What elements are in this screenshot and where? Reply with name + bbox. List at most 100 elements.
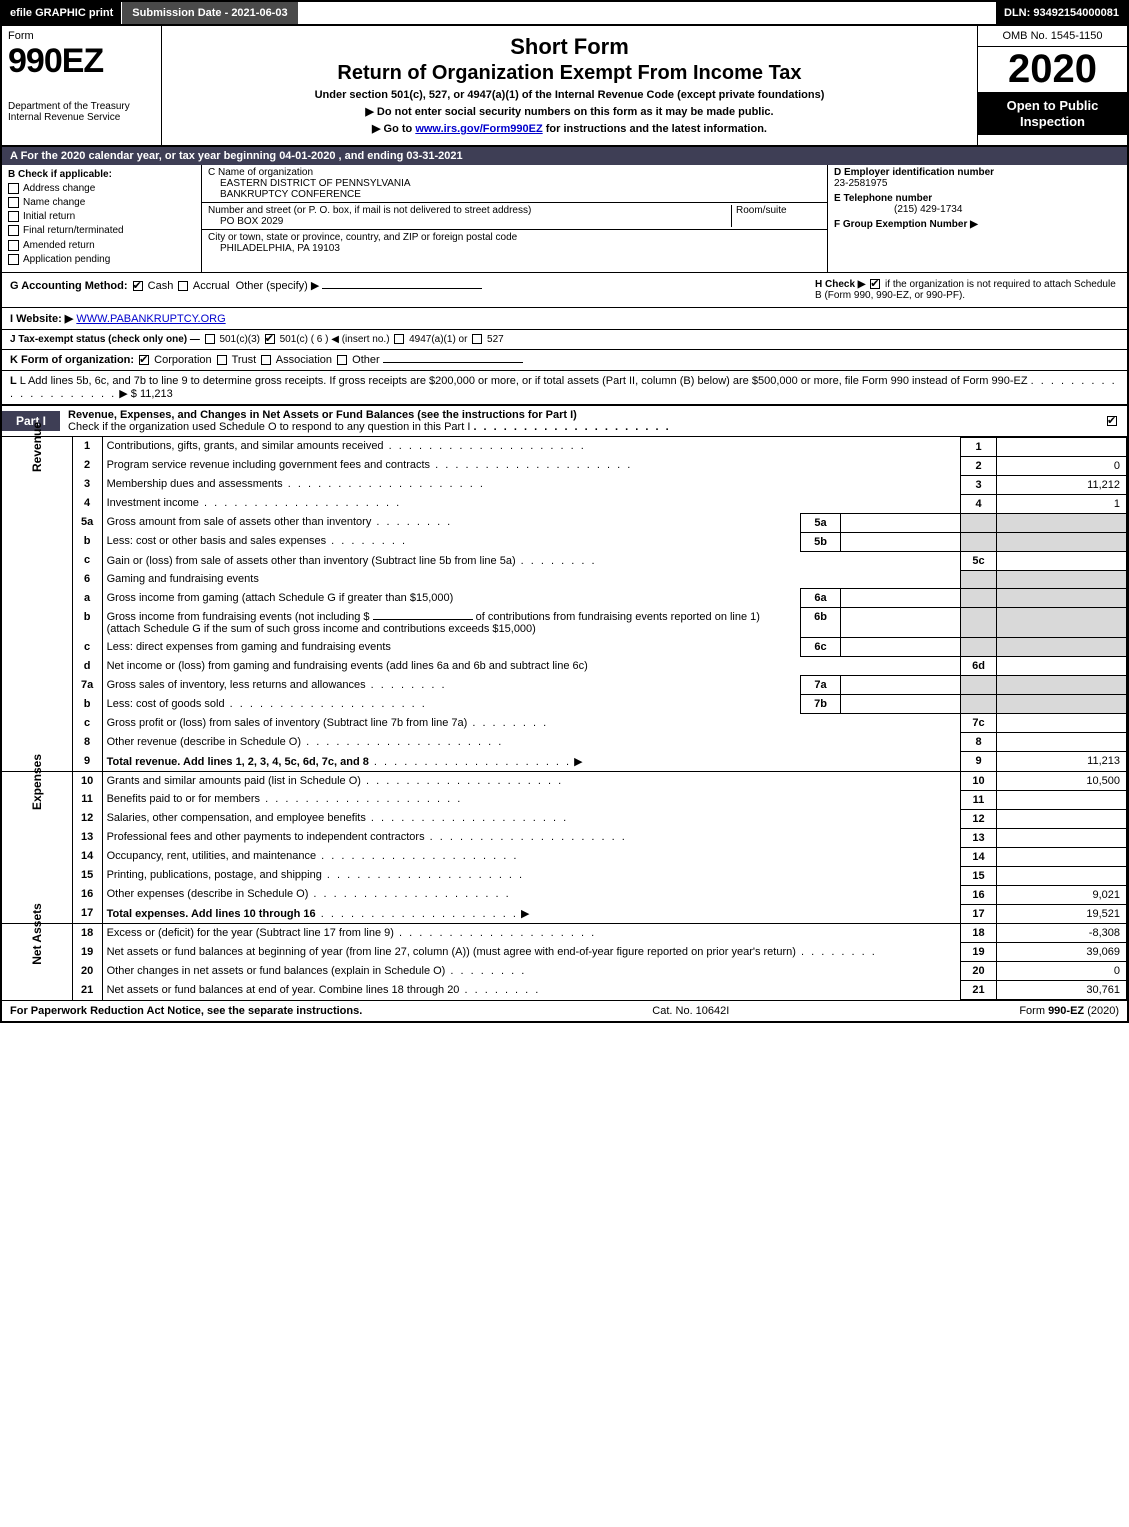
l15-num: 15 bbox=[72, 866, 102, 885]
chk-initial-return[interactable]: Initial return bbox=[8, 211, 195, 222]
form-version: Form 990-EZ (2020) bbox=[1019, 1005, 1119, 1017]
section-d: D Employer identification number 23-2581… bbox=[828, 165, 1127, 191]
goto-instruction: ▶ Go to www.irs.gov/Form990EZ for instru… bbox=[170, 122, 969, 135]
l10-box: 10 bbox=[961, 771, 997, 790]
l6a-num: a bbox=[72, 589, 102, 608]
tax-period-row: A For the 2020 calendar year, or tax yea… bbox=[2, 147, 1127, 165]
other-input-line[interactable] bbox=[322, 288, 482, 289]
chk-501c[interactable] bbox=[265, 334, 275, 344]
l15-box: 15 bbox=[961, 866, 997, 885]
chk-other-org[interactable] bbox=[337, 355, 347, 365]
l3-box: 3 bbox=[961, 475, 997, 494]
chk-trust[interactable] bbox=[217, 355, 227, 365]
chk-501c3[interactable] bbox=[205, 334, 215, 344]
chk-address-change[interactable]: Address change bbox=[8, 183, 195, 194]
527-label: 527 bbox=[487, 334, 504, 345]
l7a-text: Gross sales of inventory, less returns a… bbox=[107, 679, 447, 691]
other-org-input[interactable] bbox=[383, 362, 523, 363]
cat-number: Cat. No. 10642I bbox=[652, 1005, 729, 1017]
city-label: City or town, state or province, country… bbox=[208, 232, 517, 243]
l5c-num: c bbox=[72, 551, 102, 570]
section-l-text: L Add lines 5b, 6c, and 7b to line 9 to … bbox=[20, 375, 1028, 387]
l19-amt: 39,069 bbox=[997, 943, 1127, 962]
row-20: 20 Other changes in net assets or fund b… bbox=[2, 962, 1127, 981]
l7c-box: 7c bbox=[961, 714, 997, 733]
l6c-subval bbox=[841, 638, 961, 657]
l6c-box bbox=[961, 638, 997, 657]
topbar-left: efile GRAPHIC print Submission Date - 20… bbox=[2, 2, 298, 24]
l18-text: Excess or (deficit) for the year (Subtra… bbox=[107, 927, 597, 939]
l7b-text: Less: cost of goods sold bbox=[107, 698, 427, 710]
chk-association[interactable] bbox=[261, 355, 271, 365]
street-cell: Number and street (or P. O. box, if mail… bbox=[202, 203, 827, 230]
ein-label: D Employer identification number bbox=[834, 167, 994, 178]
l17-dots bbox=[316, 908, 518, 920]
header-center: Short Form Return of Organization Exempt… bbox=[162, 26, 977, 145]
l5b-box bbox=[961, 532, 997, 551]
l11-num: 11 bbox=[72, 790, 102, 809]
l6-text: Gaming and fundraising events bbox=[102, 570, 960, 589]
l2-amt: 0 bbox=[997, 456, 1127, 475]
l20-amt: 0 bbox=[997, 962, 1127, 981]
efile-print-button[interactable]: efile GRAPHIC print bbox=[2, 2, 121, 24]
section-l-label: L bbox=[10, 375, 17, 387]
l18-amt: -8,308 bbox=[997, 924, 1127, 943]
chk-schedule-b[interactable] bbox=[870, 279, 880, 289]
l16-num: 16 bbox=[72, 885, 102, 904]
l14-box: 14 bbox=[961, 847, 997, 866]
l7c-num: c bbox=[72, 714, 102, 733]
l6b-blank[interactable] bbox=[373, 619, 473, 620]
paperwork-notice: For Paperwork Reduction Act Notice, see … bbox=[10, 1005, 362, 1017]
row-6b: b Gross income from fundraising events (… bbox=[2, 608, 1127, 638]
l9-dots bbox=[369, 756, 571, 768]
l20-box: 20 bbox=[961, 962, 997, 981]
section-g: G Accounting Method: Cash Accrual Other … bbox=[2, 273, 807, 307]
title-short-form: Short Form bbox=[170, 34, 969, 60]
chk-527[interactable] bbox=[472, 334, 482, 344]
ssn-warning: Do not enter social security numbers on … bbox=[170, 105, 969, 118]
org-name-label: C Name of organization bbox=[208, 167, 313, 178]
l7c-amt bbox=[997, 714, 1127, 733]
l6a-text: Gross income from gaming (attach Schedul… bbox=[102, 589, 800, 608]
l6b-subval bbox=[841, 608, 961, 638]
phone-value: (215) 429-1734 bbox=[834, 204, 962, 215]
l7b-amt bbox=[997, 695, 1127, 714]
row-13: 13 Professional fees and other payments … bbox=[2, 828, 1127, 847]
chk-corporation[interactable] bbox=[139, 355, 149, 365]
form-number: 990EZ bbox=[8, 42, 155, 81]
chk-amended-return[interactable]: Amended return bbox=[8, 240, 195, 251]
l3-text: Membership dues and assessments bbox=[107, 478, 485, 490]
chk-application-pending[interactable]: Application pending bbox=[8, 254, 195, 265]
l5a-sub: 5a bbox=[801, 513, 841, 532]
form-label: Form bbox=[8, 30, 155, 42]
l15-text: Printing, publications, postage, and shi… bbox=[107, 869, 525, 881]
row-7a: 7a Gross sales of inventory, less return… bbox=[2, 676, 1127, 695]
chk-final-return[interactable]: Final return/terminated bbox=[8, 225, 195, 236]
chk-schedule-o[interactable] bbox=[1107, 416, 1117, 426]
l6b-text1: Gross income from fundraising events (no… bbox=[107, 611, 370, 623]
l9-amt: 11,213 bbox=[997, 752, 1127, 772]
l6d-text: Net income or (loss) from gaming and fun… bbox=[102, 657, 960, 676]
section-l-arrow: ▶ $ bbox=[119, 388, 137, 400]
row-10: Expenses 10 Grants and similar amounts p… bbox=[2, 771, 1127, 790]
row-21: 21 Net assets or fund balances at end of… bbox=[2, 981, 1127, 1000]
chk-cash[interactable] bbox=[133, 281, 143, 291]
chk-4947[interactable] bbox=[394, 334, 404, 344]
part-1-end bbox=[1097, 415, 1127, 427]
l5c-box: 5c bbox=[961, 551, 997, 570]
subtitle: Under section 501(c), 527, or 4947(a)(1)… bbox=[170, 89, 969, 101]
l6b-num: b bbox=[72, 608, 102, 638]
irs-link[interactable]: www.irs.gov/Form990EZ bbox=[415, 123, 542, 135]
l12-amt bbox=[997, 809, 1127, 828]
l5b-num: b bbox=[72, 532, 102, 551]
l5a-num: 5a bbox=[72, 513, 102, 532]
website-link[interactable]: WWW.PABANKRUPTCY.ORG bbox=[76, 313, 225, 325]
street-value: PO BOX 2029 bbox=[208, 216, 731, 227]
chk-name-change[interactable]: Name change bbox=[8, 197, 195, 208]
l21-box: 21 bbox=[961, 981, 997, 1000]
chk-accrual[interactable] bbox=[178, 281, 188, 291]
l13-box: 13 bbox=[961, 828, 997, 847]
omb-number: OMB No. 1545-1150 bbox=[978, 26, 1127, 47]
l7b-sub: 7b bbox=[801, 695, 841, 714]
row-gh: G Accounting Method: Cash Accrual Other … bbox=[2, 273, 1127, 308]
